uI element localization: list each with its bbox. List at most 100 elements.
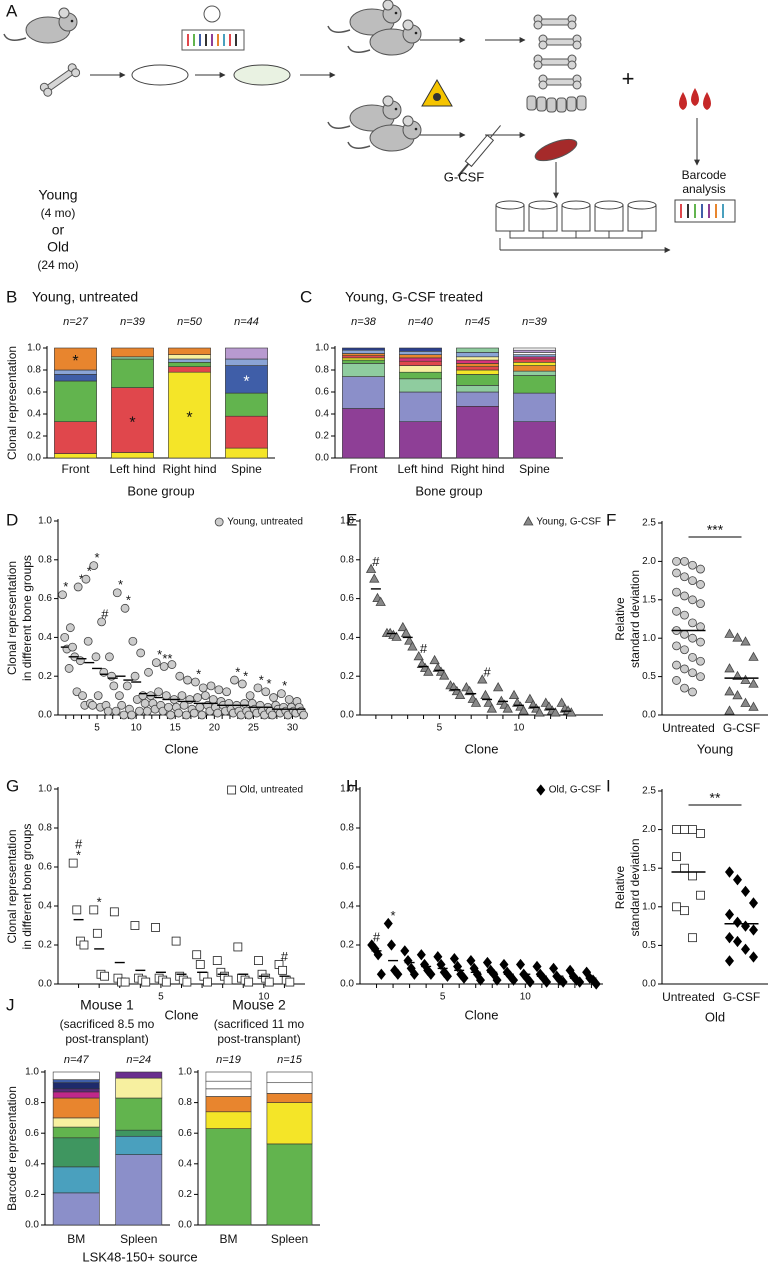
- point: [171, 936, 181, 946]
- point: [285, 977, 295, 987]
- y-tick-label: 1.0: [315, 343, 329, 354]
- y-tick-label: 1.0: [642, 633, 656, 644]
- y-axis-label: standard deviation: [628, 838, 642, 936]
- point: [141, 977, 151, 987]
- bar-segment: [399, 365, 442, 373]
- point: [208, 695, 218, 704]
- n-label: n=27: [63, 316, 89, 328]
- y-tick-label: 0.0: [315, 453, 329, 464]
- bar-segment: [399, 371, 442, 380]
- annotation: #: [373, 929, 381, 944]
- point: [483, 697, 494, 707]
- annotation: #: [101, 606, 109, 621]
- point: [161, 691, 171, 700]
- legend-label: Young, G-CSF: [536, 517, 601, 528]
- blood-icon: [679, 88, 711, 110]
- y-tick-label: 0.6: [340, 593, 354, 604]
- y-axis-label: standard deviation: [628, 570, 642, 668]
- point: [120, 977, 130, 987]
- y-tick-label: 2.0: [642, 824, 656, 835]
- bar-segment: [513, 358, 556, 363]
- point: [688, 595, 697, 605]
- point: [203, 977, 212, 987]
- bar-segment: [342, 408, 385, 459]
- point: [154, 687, 163, 697]
- point: [542, 976, 552, 988]
- wells: [495, 200, 657, 232]
- point: [197, 710, 207, 720]
- point: [688, 933, 697, 943]
- panel-label: J: [6, 995, 15, 1014]
- point: [109, 681, 119, 691]
- point: [688, 687, 697, 697]
- point: [724, 663, 735, 673]
- y-tick-label: 0.6: [178, 1128, 192, 1139]
- point: [107, 671, 117, 681]
- bar-segment: [513, 392, 556, 423]
- point: [73, 582, 83, 592]
- x-tick-label: Spleen: [120, 1232, 157, 1246]
- point: [696, 564, 705, 574]
- bar-segment: [513, 370, 556, 376]
- point: [105, 652, 114, 662]
- point: [93, 691, 103, 700]
- bar-segment: [513, 354, 556, 358]
- point: [164, 702, 173, 712]
- chart-subtitle: post-transplant): [217, 1032, 300, 1046]
- y-tick-label: 0.0: [340, 710, 354, 721]
- point: [696, 672, 705, 681]
- y-tick-label: 0.2: [27, 431, 41, 442]
- point: [175, 671, 185, 681]
- point: [566, 707, 577, 717]
- dish: [233, 64, 291, 86]
- y-tick-label: 0.0: [340, 979, 354, 990]
- significance-label: ***: [707, 522, 724, 538]
- x-tick-label: 10: [520, 992, 532, 1003]
- point: [185, 695, 195, 704]
- barcode-readout: [674, 199, 736, 223]
- point: [284, 695, 294, 704]
- point: [433, 951, 443, 963]
- y-tick-label: 0.0: [27, 453, 41, 464]
- point: [89, 905, 99, 915]
- barcode-lines: [187, 34, 237, 46]
- segment-label: *: [186, 409, 192, 426]
- n-label: n=39: [522, 316, 547, 328]
- point: [115, 691, 124, 700]
- annotation: *: [243, 668, 248, 683]
- point: [748, 651, 759, 661]
- x-tick-label: 5: [440, 992, 446, 1003]
- point: [212, 956, 222, 965]
- segment-label: *: [243, 374, 249, 391]
- point: [680, 683, 689, 693]
- point: [174, 708, 183, 718]
- point: [299, 710, 309, 720]
- point: [240, 698, 249, 708]
- point: [97, 617, 106, 627]
- annotation: #: [372, 554, 380, 569]
- y-tick-label: 0.0: [25, 1220, 39, 1231]
- point: [672, 568, 681, 578]
- point: [549, 962, 559, 975]
- diagram-label: +: [622, 66, 635, 91]
- point: [426, 968, 436, 980]
- point: [83, 636, 93, 646]
- y-tick-label: 2.5: [642, 786, 656, 797]
- y-tick-label: 1.0: [38, 516, 52, 527]
- x-tick-label: Untreated: [662, 990, 715, 1004]
- diagram-label: Young: [38, 187, 77, 203]
- y-tick-label: 0.2: [315, 431, 329, 442]
- point: [393, 968, 403, 980]
- point: [373, 949, 383, 961]
- point: [672, 902, 681, 912]
- point: [492, 682, 504, 692]
- chart-subtitle: (sacrificed 11 mo: [214, 1017, 305, 1031]
- schematic: Young (4 mo) or Old (24 mo) G-CSF + Barc…: [3, 0, 736, 272]
- point: [111, 706, 121, 716]
- point: [193, 693, 202, 702]
- point: [72, 905, 82, 915]
- annotation: **: [162, 651, 172, 666]
- point: [264, 977, 274, 987]
- point: [195, 702, 205, 712]
- x-tick-label: Left hind: [397, 462, 443, 476]
